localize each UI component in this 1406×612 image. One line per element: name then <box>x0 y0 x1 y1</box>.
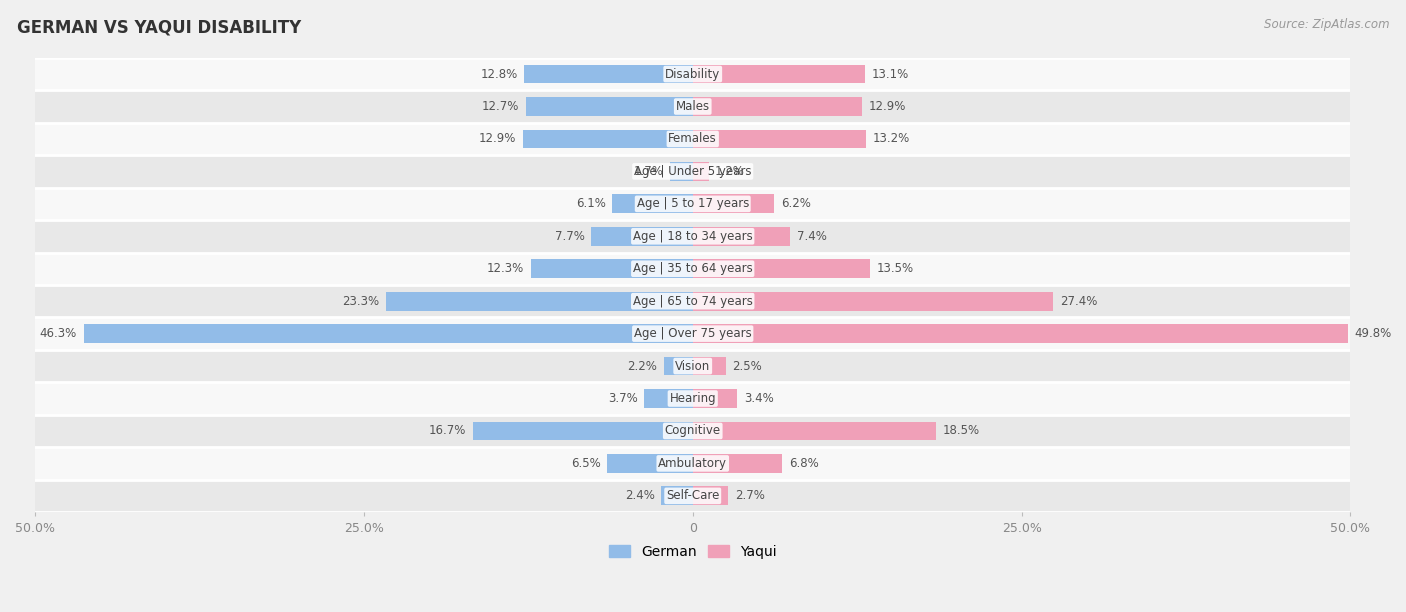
Text: Source: ZipAtlas.com: Source: ZipAtlas.com <box>1264 18 1389 31</box>
Text: 13.2%: 13.2% <box>873 132 910 146</box>
Bar <box>693 324 1348 343</box>
Text: 6.1%: 6.1% <box>576 197 606 211</box>
Text: Age | 65 to 74 years: Age | 65 to 74 years <box>633 295 752 308</box>
Bar <box>35 253 1351 285</box>
Text: Age | Under 5 years: Age | Under 5 years <box>634 165 751 178</box>
Bar <box>693 259 870 278</box>
Bar <box>693 454 782 473</box>
Bar <box>35 415 1351 447</box>
Bar <box>35 58 1351 91</box>
Text: 2.2%: 2.2% <box>627 360 657 373</box>
Bar <box>693 97 862 116</box>
Bar <box>35 480 1351 512</box>
Text: 12.9%: 12.9% <box>479 132 516 146</box>
Bar <box>644 389 693 408</box>
Bar <box>693 130 866 148</box>
Bar <box>472 422 693 441</box>
Text: Age | 18 to 34 years: Age | 18 to 34 years <box>633 230 752 243</box>
Text: 18.5%: 18.5% <box>942 425 980 438</box>
Bar <box>693 389 738 408</box>
Bar <box>592 227 693 245</box>
Bar <box>531 259 693 278</box>
Text: Age | 5 to 17 years: Age | 5 to 17 years <box>637 197 749 211</box>
Bar <box>35 447 1351 480</box>
Bar <box>693 227 790 245</box>
Bar <box>523 130 693 148</box>
Bar <box>693 162 709 181</box>
Text: 46.3%: 46.3% <box>39 327 77 340</box>
Text: Age | Over 75 years: Age | Over 75 years <box>634 327 752 340</box>
Bar <box>35 188 1351 220</box>
Text: 12.8%: 12.8% <box>481 67 517 81</box>
Text: 6.8%: 6.8% <box>789 457 818 470</box>
Bar <box>35 318 1351 350</box>
Text: 27.4%: 27.4% <box>1060 295 1097 308</box>
Text: Cognitive: Cognitive <box>665 425 721 438</box>
Text: 12.3%: 12.3% <box>486 262 524 275</box>
Bar <box>693 422 936 441</box>
Text: 1.2%: 1.2% <box>716 165 745 178</box>
Bar <box>35 220 1351 253</box>
Bar <box>526 97 693 116</box>
Bar <box>613 195 693 213</box>
Bar <box>693 195 775 213</box>
Text: Males: Males <box>676 100 710 113</box>
Text: GERMAN VS YAQUI DISABILITY: GERMAN VS YAQUI DISABILITY <box>17 18 301 36</box>
Bar <box>693 65 865 83</box>
Bar <box>607 454 693 473</box>
Bar <box>671 162 693 181</box>
Bar <box>693 292 1053 311</box>
Text: Age | 35 to 64 years: Age | 35 to 64 years <box>633 262 752 275</box>
Text: Ambulatory: Ambulatory <box>658 457 727 470</box>
Bar <box>693 487 728 506</box>
Text: Vision: Vision <box>675 360 710 373</box>
Text: 12.7%: 12.7% <box>482 100 519 113</box>
Text: Hearing: Hearing <box>669 392 716 405</box>
Bar <box>524 65 693 83</box>
Text: Females: Females <box>668 132 717 146</box>
Text: 2.7%: 2.7% <box>735 490 765 502</box>
Bar <box>661 487 693 506</box>
Bar <box>35 285 1351 318</box>
Bar <box>35 155 1351 188</box>
Text: 7.4%: 7.4% <box>797 230 827 243</box>
Text: 16.7%: 16.7% <box>429 425 467 438</box>
Bar <box>387 292 693 311</box>
Bar <box>35 350 1351 382</box>
Text: 49.8%: 49.8% <box>1354 327 1392 340</box>
Legend: German, Yaqui: German, Yaqui <box>603 539 782 564</box>
Bar <box>84 324 693 343</box>
Text: 7.7%: 7.7% <box>555 230 585 243</box>
Text: 13.5%: 13.5% <box>877 262 914 275</box>
Text: 23.3%: 23.3% <box>343 295 380 308</box>
Text: Disability: Disability <box>665 67 720 81</box>
Text: 13.1%: 13.1% <box>872 67 908 81</box>
Bar <box>35 382 1351 415</box>
Text: 6.2%: 6.2% <box>780 197 811 211</box>
Text: Self-Care: Self-Care <box>666 490 720 502</box>
Bar <box>693 357 725 376</box>
Text: 6.5%: 6.5% <box>571 457 600 470</box>
Text: 12.9%: 12.9% <box>869 100 907 113</box>
Text: 2.5%: 2.5% <box>733 360 762 373</box>
Text: 3.4%: 3.4% <box>744 392 773 405</box>
Bar <box>35 91 1351 123</box>
Text: 3.7%: 3.7% <box>607 392 637 405</box>
Bar <box>664 357 693 376</box>
Bar <box>35 123 1351 155</box>
Text: 1.7%: 1.7% <box>634 165 664 178</box>
Text: 2.4%: 2.4% <box>624 490 655 502</box>
